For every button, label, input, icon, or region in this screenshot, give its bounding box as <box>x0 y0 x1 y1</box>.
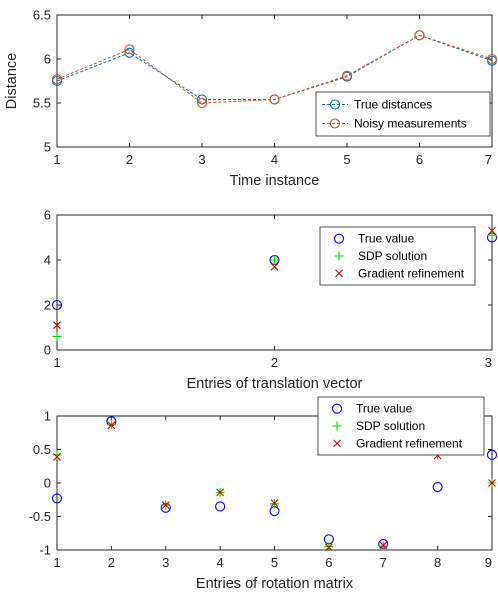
legend-box <box>319 226 476 286</box>
series-line <box>56 34 493 104</box>
y-tick-label: 6.5 <box>33 8 51 23</box>
x-tick-label: 8 <box>434 555 441 570</box>
x-tick-label: 2 <box>108 555 115 570</box>
data-point <box>486 53 498 65</box>
data-point <box>432 481 443 493</box>
x-tick-label: 2 <box>271 355 278 370</box>
data-point <box>269 94 280 105</box>
legend-marker <box>333 233 345 244</box>
x-tick-label: 5 <box>343 152 350 167</box>
legend-label: Gradient refinement <box>356 436 463 450</box>
x-tick-label: 3 <box>485 355 492 370</box>
data-point <box>196 97 208 109</box>
x-axis-label: Entries of rotation matrix <box>196 576 354 592</box>
y-tick-label: -1 <box>39 543 51 558</box>
x-tick-label: 7 <box>485 152 492 167</box>
data-point <box>161 501 170 509</box>
legend-label: True value <box>358 232 415 246</box>
legend-marker <box>334 251 344 261</box>
x-axis-label: Entries of translation vector <box>187 376 363 392</box>
legend: True value SDP solution Gradient refinemen… <box>319 226 476 286</box>
y-tick-label: 5.5 <box>33 96 51 111</box>
y-tick-label: 0 <box>44 343 51 358</box>
x-tick-label: 1 <box>53 355 60 370</box>
series-2 <box>52 230 497 341</box>
data-point <box>53 321 61 330</box>
legend-marker <box>333 439 341 448</box>
data-point <box>488 479 496 487</box>
legend-marker <box>331 403 343 414</box>
x-tick-label: 4 <box>217 555 224 570</box>
x-tick-label: 4 <box>271 152 278 167</box>
subplot-3: 1 2 3 4 5 6 7 8 9 -1 -0.5 0 0.5 1 Entries of rotation … <box>29 396 498 592</box>
y-tick-label: 6 <box>44 208 51 223</box>
series-3 <box>53 226 496 330</box>
data-point <box>486 449 498 460</box>
x-axis-label: Time instance <box>230 173 320 189</box>
legend-box <box>317 396 485 456</box>
data-point <box>324 543 333 552</box>
legend: True distances Noisy measurements <box>315 91 491 137</box>
data-point <box>270 499 279 507</box>
legend-marker <box>335 269 343 278</box>
data-point <box>124 47 135 58</box>
x-tick-label: 3 <box>162 555 169 570</box>
data-point <box>270 262 279 271</box>
y-tick-label: 4 <box>44 253 51 268</box>
x-tick-label: 6 <box>325 555 332 570</box>
x-tick-label: 6 <box>416 152 423 167</box>
y-tick-label: 1 <box>44 409 51 424</box>
legend-marker <box>332 421 342 431</box>
data-point <box>487 230 497 240</box>
legend-box <box>315 91 491 137</box>
x-tick-label: 2 <box>126 152 133 167</box>
series-2 <box>51 30 498 109</box>
legend-label: SDP solution <box>358 249 427 263</box>
data-point <box>124 44 135 55</box>
x-tick-label: 5 <box>271 555 278 570</box>
legend-label: SDP solution <box>356 419 425 433</box>
y-tick-label: -0.5 <box>29 509 51 524</box>
data-point <box>488 226 496 235</box>
data-point <box>51 299 63 311</box>
data-point <box>379 541 388 550</box>
y-tick-label: 0 <box>44 476 51 491</box>
data-point <box>107 421 116 430</box>
data-point <box>53 452 61 461</box>
y-tick-label: 5 <box>44 140 51 155</box>
data-point <box>51 74 63 85</box>
x-tick-label: 7 <box>380 555 387 570</box>
y-tick-label: 6 <box>44 52 51 67</box>
legend-marker <box>329 118 341 129</box>
data-point <box>215 501 226 512</box>
data-point <box>341 70 353 81</box>
data-point <box>270 255 279 265</box>
data-point <box>216 488 225 497</box>
y-axis-label: Distance <box>4 53 20 109</box>
data-point <box>51 493 63 504</box>
data-point <box>52 332 62 341</box>
x-tick-label: 9 <box>485 555 492 570</box>
x-tick-label: 3 <box>198 152 205 167</box>
data-point <box>52 450 62 460</box>
y-tick-label: 0.5 <box>33 442 51 457</box>
subplot-2: 1 2 3 0 2 4 6 Entries of translation vector True… <box>44 208 498 392</box>
legend-label: True distances <box>354 98 432 112</box>
legend-label: Gradient refinement <box>358 266 465 280</box>
data-point <box>414 30 425 41</box>
x-tick-label: 1 <box>53 152 60 167</box>
y-tick-label: 2 <box>44 298 51 313</box>
legend-label: True value <box>356 402 413 416</box>
legend: True value SDP solution Gradient refinemen… <box>317 396 485 456</box>
subplot-1: 1 2 3 4 5 6 7 5 5.5 6 6.5 Time instance Distance True… <box>4 8 498 189</box>
legend-marker <box>329 99 341 110</box>
x-tick-label: 1 <box>53 555 60 570</box>
legend-label: Noisy measurements <box>354 117 467 131</box>
